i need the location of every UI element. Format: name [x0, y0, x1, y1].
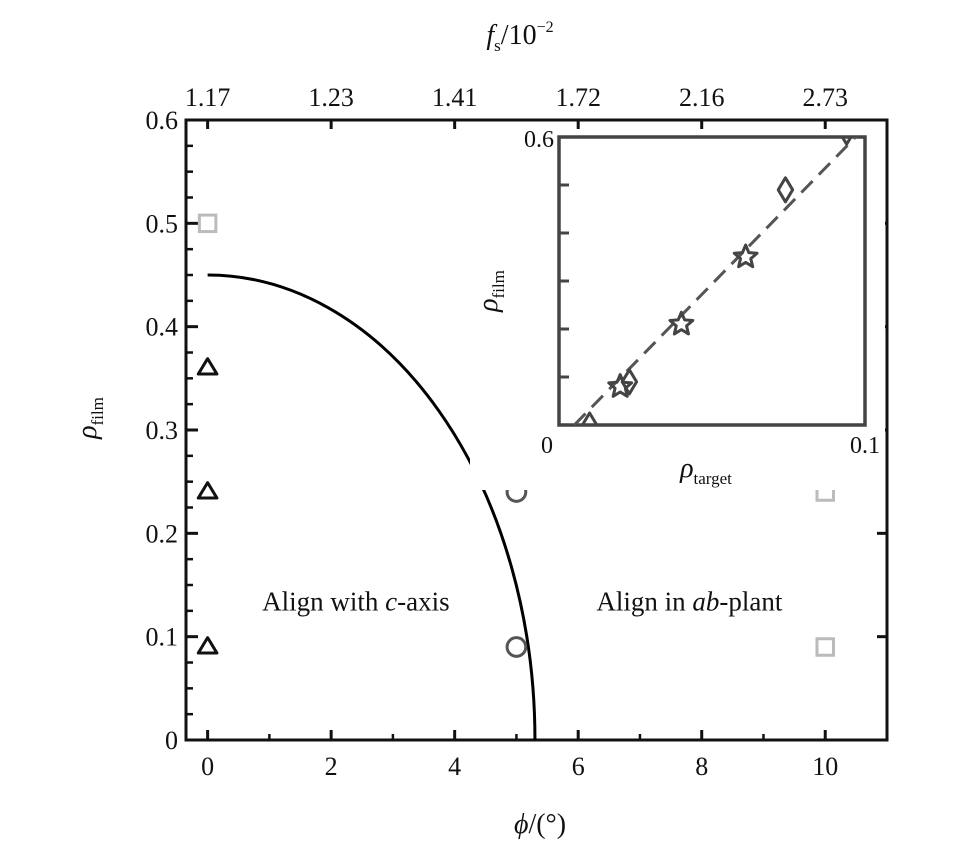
inset-x-axis-title: ρtarget — [679, 453, 732, 488]
top-tick-label: 1.72 — [555, 83, 601, 112]
x-tick-label: 0 — [201, 752, 214, 781]
inset-diamond-point — [580, 411, 599, 425]
inset-y-tick-label: 0.6 — [524, 127, 554, 153]
y-tick-label: 0.3 — [146, 416, 179, 445]
top-tick-label: 1.17 — [185, 83, 231, 112]
triangle-point — [196, 481, 219, 500]
y-tick-label: 0.1 — [146, 623, 179, 652]
x-tick-label: 10 — [812, 752, 838, 781]
top-axis-title: fs/10−2 — [486, 19, 553, 55]
y-tick-label: 0 — [165, 726, 178, 755]
top-tick-label: 2.73 — [802, 83, 848, 112]
y-tick-label: 0.4 — [146, 313, 179, 342]
inset-clipped-content — [573, 137, 858, 425]
inset-background — [470, 130, 885, 490]
x-tick-label: 6 — [572, 752, 585, 781]
triangle-point — [196, 357, 219, 376]
region-label: Align in ab-plant — [596, 587, 782, 617]
inset-star-point — [607, 373, 634, 398]
x-tick-label: 8 — [695, 752, 708, 781]
square-point — [197, 213, 218, 234]
inset-star-point — [668, 310, 695, 336]
region-label: Align with c-axis — [262, 587, 449, 617]
inset-diamond-point — [840, 137, 853, 146]
top-tick-label: 2.16 — [679, 83, 725, 112]
inset-plot: 0 0.1 0.6 ρfilm ρtarget — [470, 127, 885, 490]
inset-fit-line — [573, 137, 858, 425]
y-tick-label: 0.2 — [146, 519, 179, 548]
inset-diamond-point — [776, 176, 795, 204]
triangle-point — [196, 636, 219, 655]
circle-point — [505, 636, 528, 658]
top-tick-label: 1.41 — [432, 83, 478, 112]
y-axis-title: ρfilm — [72, 397, 107, 440]
main-plot: 0 2 4 6 8 10 1.17 1.23 1.41 1.72 2.16 2.73 0 0.1 0.2 0.… — [146, 83, 889, 781]
inset-y-axis-title: ρfilm — [473, 270, 508, 313]
inset-diamond-point — [620, 368, 639, 396]
inset-x-tick-label: 0.1 — [850, 433, 880, 459]
x-tick-label: 2 — [325, 752, 338, 781]
x-axis-title: ϕ/(°) — [514, 809, 566, 840]
x-tick-label: 4 — [448, 752, 461, 781]
top-tick-label: 1.23 — [308, 83, 354, 112]
y-tick-label: 0.5 — [146, 209, 179, 238]
y-tick-label: 0.6 — [146, 106, 179, 135]
inset-star-point — [732, 243, 759, 269]
inset-x-tick-label: 0 — [541, 433, 553, 459]
square-point — [815, 637, 835, 657]
boundary-curve — [207, 273, 537, 741]
